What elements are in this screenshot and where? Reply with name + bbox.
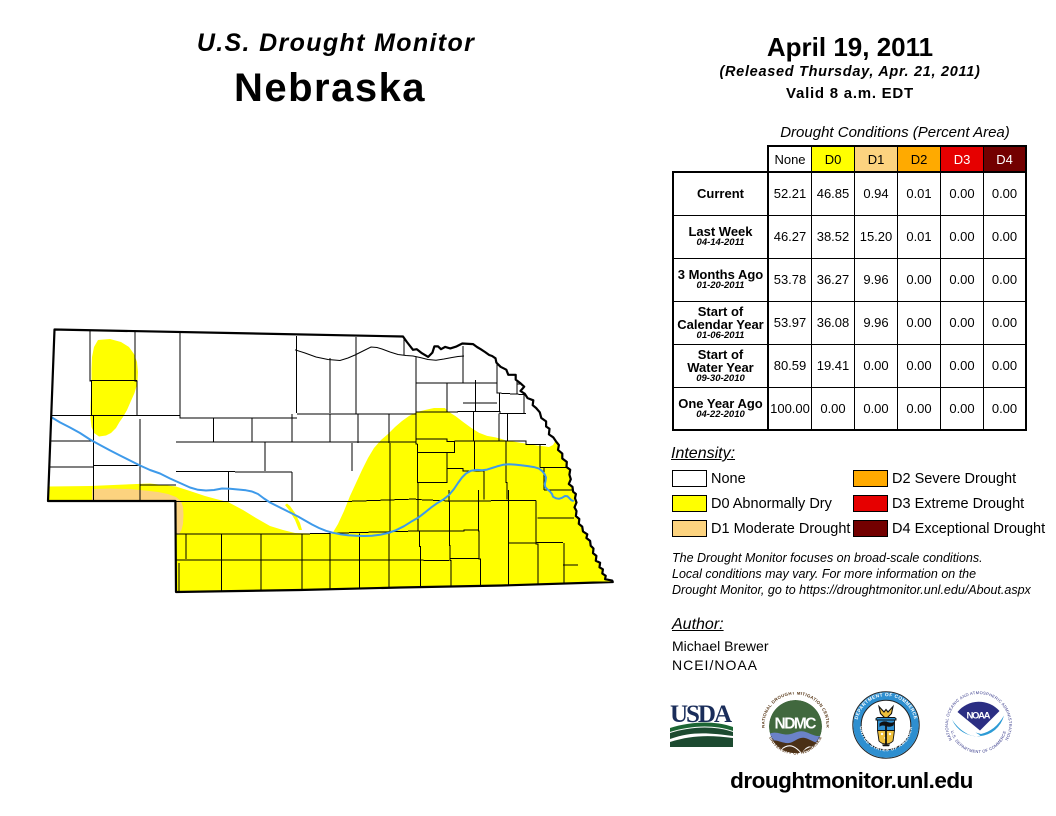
svg-text:NOAA: NOAA — [967, 711, 991, 722]
svg-text:NDMC: NDMC — [775, 716, 817, 733]
